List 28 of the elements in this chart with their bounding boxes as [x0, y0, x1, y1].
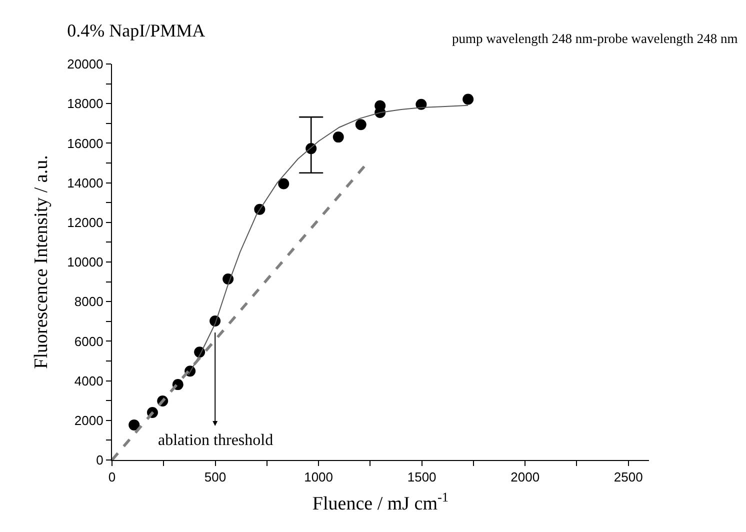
- annotation: ablation threshold: [158, 432, 274, 449]
- x-tick-label: 500: [204, 470, 226, 485]
- x-tick-label: 0: [108, 470, 116, 485]
- y-tick-label: 2000: [74, 412, 104, 428]
- point: [332, 132, 344, 143]
- chart-subtitle: pump wavelength 248 nm-probe wavelength 248 nm: [452, 31, 738, 46]
- y-tick-label: 16000: [67, 136, 104, 151]
- y-tick-label: 4000: [74, 373, 104, 388]
- x-tick-label: 2000: [510, 470, 540, 485]
- y-tick-label: 8000: [74, 294, 104, 310]
- x-tick-label: 2500: [614, 470, 643, 485]
- y-tick-label: 14000: [67, 175, 104, 190]
- y-tick-label: 0: [96, 452, 104, 468]
- y-tick-label: 10000: [67, 254, 104, 270]
- point: [355, 119, 366, 130]
- chart-title: 0.4% NapI/PMMA: [67, 20, 206, 41]
- y-tick-label: 18000: [67, 96, 104, 112]
- x-tick-label: 1000: [304, 470, 333, 485]
- y-tick-label: 6000: [74, 334, 104, 349]
- point: [128, 419, 140, 430]
- point: [278, 178, 290, 190]
- y-tick-label: 12000: [67, 214, 104, 230]
- y-tick-label: 20000: [67, 56, 104, 72]
- y-axis-title: Fluorescence Intensity / a.u.: [30, 155, 52, 369]
- x-axis-title: Fluence / mJ cm$^{-1}$: [312, 490, 449, 514]
- point: [462, 94, 474, 105]
- x-tick-label: 1500: [407, 470, 436, 485]
- point: [416, 98, 427, 110]
